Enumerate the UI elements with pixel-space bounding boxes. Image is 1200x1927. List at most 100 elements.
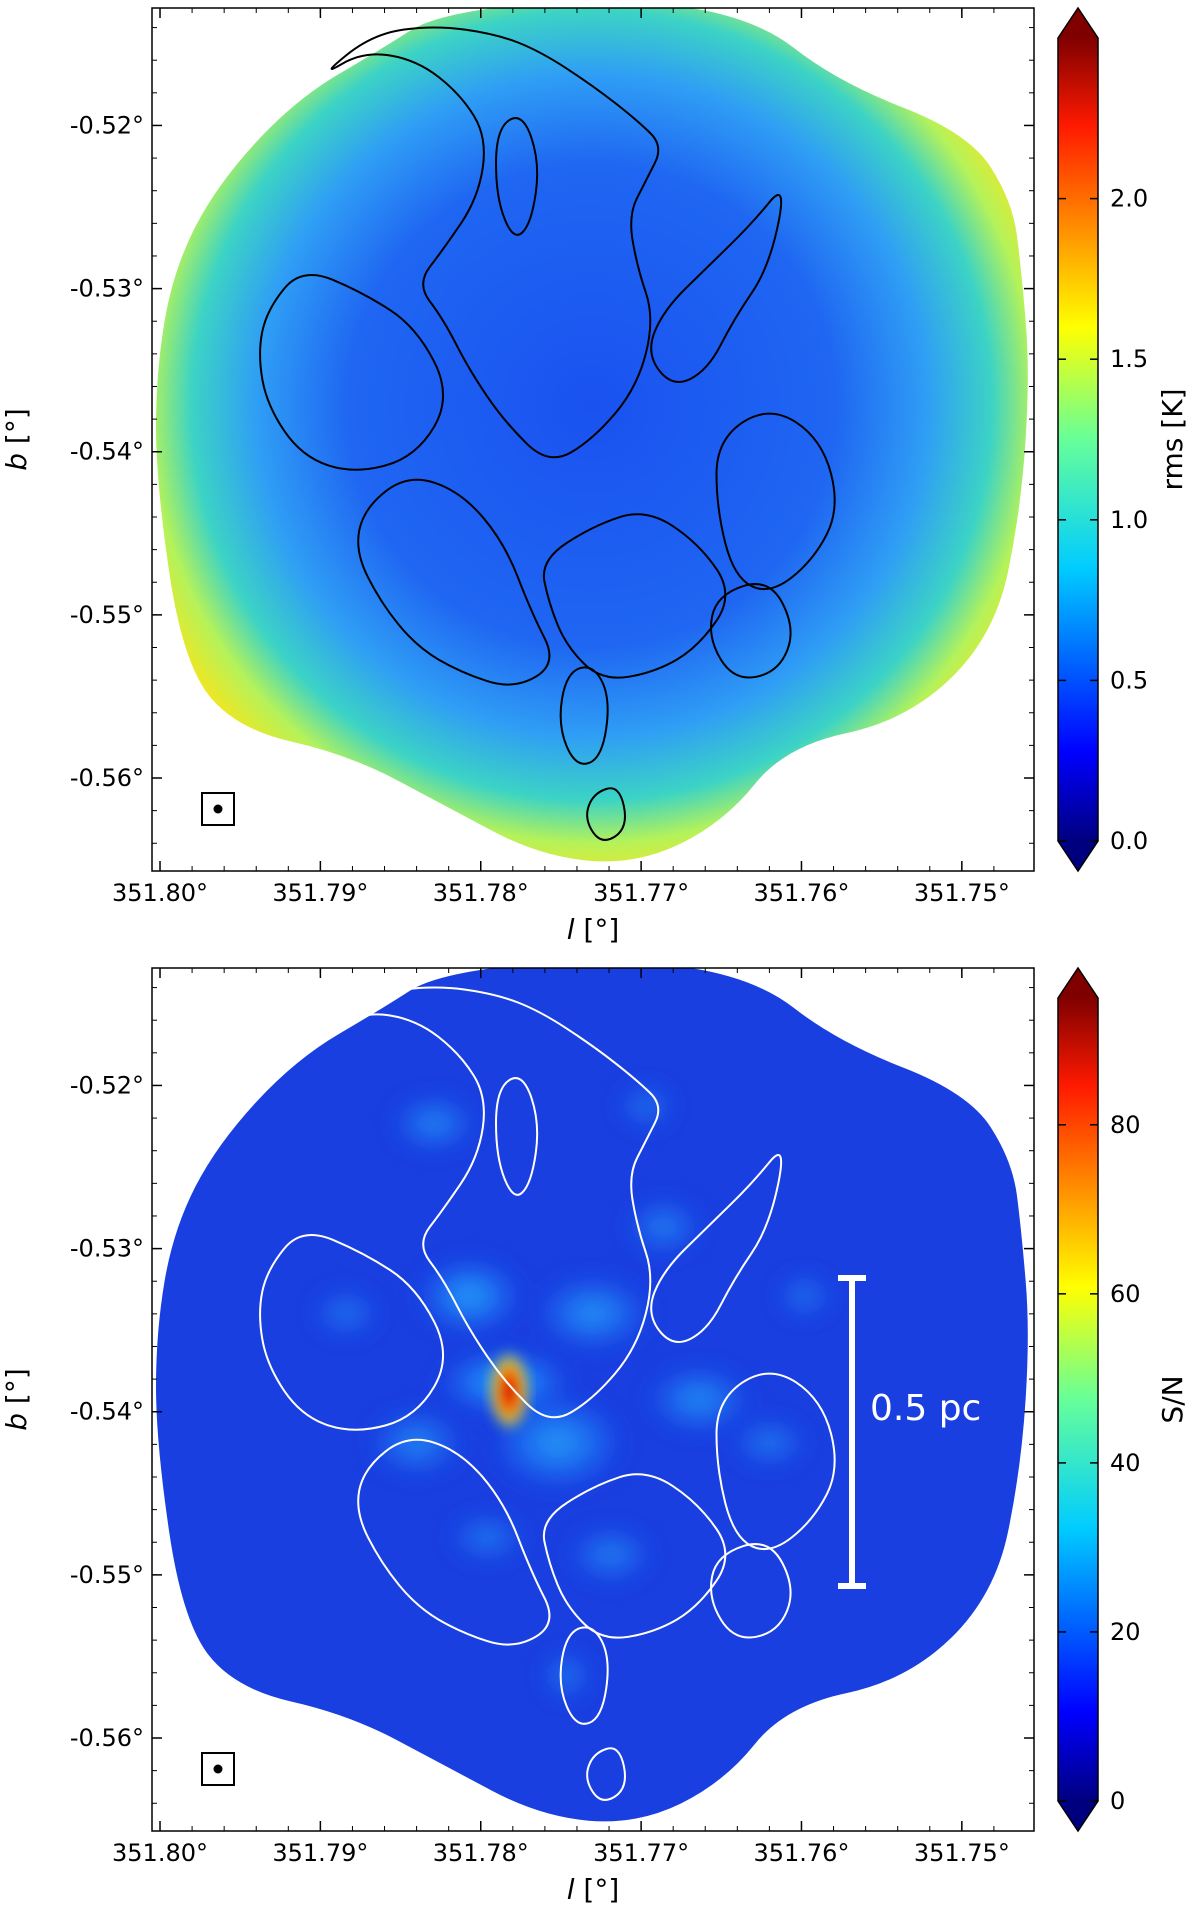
top-contours bbox=[259, 26, 836, 841]
bottom-colorbar bbox=[1058, 998, 1098, 1801]
y-tick-label: -0.52° bbox=[70, 1071, 144, 1099]
colorbar-tick-label: 2.0 bbox=[1110, 185, 1148, 213]
y-axis-unit: [°] bbox=[0, 1368, 33, 1413]
y-axis-label: b [°] bbox=[0, 408, 33, 471]
contour bbox=[559, 1626, 609, 1725]
y-tick-label: -0.52° bbox=[70, 111, 144, 139]
emission-knot bbox=[565, 1524, 656, 1585]
x-tick-label: 351.75° bbox=[914, 879, 1010, 907]
emission-knot bbox=[447, 1511, 528, 1564]
contour bbox=[650, 1154, 783, 1343]
x-tick-label: 351.76° bbox=[753, 879, 849, 907]
bottom-frame bbox=[151, 967, 1035, 1832]
colorbar-label: rms [K] bbox=[1156, 389, 1189, 491]
contour bbox=[330, 26, 660, 459]
colorbar-tick-label: 0.5 bbox=[1110, 666, 1148, 694]
colorbar-label: S/N bbox=[1156, 1375, 1189, 1423]
contour bbox=[710, 1543, 792, 1639]
emission-knot bbox=[389, 1093, 480, 1154]
top-colorbar bbox=[1058, 38, 1098, 841]
y-axis-variable: b bbox=[0, 1413, 33, 1431]
colorbar-extend-top bbox=[1058, 968, 1098, 998]
emission-knot bbox=[533, 1273, 653, 1354]
x-tick-label: 351.79° bbox=[272, 1839, 368, 1867]
x-tick-label: 351.80° bbox=[112, 1839, 208, 1867]
colorbar-tick-label: 1.5 bbox=[1110, 345, 1148, 373]
colorbar-tick-label: 60 bbox=[1110, 1280, 1141, 1308]
rms-footprint bbox=[156, 8, 1028, 862]
y-tick-label: -0.53° bbox=[70, 1235, 144, 1263]
x-axis-variable: l bbox=[567, 913, 575, 946]
y-axis-label: b [°] bbox=[0, 1368, 33, 1431]
colorbar-extend-top bbox=[1058, 8, 1098, 38]
colorbar-tick-label: 80 bbox=[1110, 1111, 1141, 1139]
x-tick-label: 351.78° bbox=[433, 1839, 529, 1867]
x-axis-unit: [°] bbox=[575, 913, 620, 946]
y-tick-label: -0.55° bbox=[70, 601, 144, 629]
emission-knot bbox=[310, 1287, 383, 1340]
peak-emission bbox=[487, 1348, 532, 1433]
beam-dot bbox=[213, 1764, 223, 1774]
top-panel: 351.80° 351.79° 351.78° 351.77° 351.76° 351.7… bbox=[0, 6, 1189, 946]
emission-knot bbox=[623, 1196, 704, 1257]
x-tick-label: 351.77° bbox=[593, 1839, 689, 1867]
contour bbox=[542, 1473, 727, 1639]
emission-knot bbox=[615, 1082, 676, 1131]
contour bbox=[586, 787, 626, 841]
x-tick-label: 351.75° bbox=[914, 1839, 1010, 1867]
contour bbox=[559, 666, 609, 765]
x-tick-label: 351.78° bbox=[433, 879, 529, 907]
contour bbox=[259, 273, 444, 471]
contour bbox=[259, 1233, 444, 1431]
colorbar-tick-label: 20 bbox=[1110, 1618, 1141, 1646]
top-map bbox=[156, 8, 1028, 862]
y-axis-unit: [°] bbox=[0, 408, 33, 453]
beam-dot bbox=[213, 804, 223, 814]
x-tick-label: 351.79° bbox=[272, 879, 368, 907]
x-tick-label: 351.77° bbox=[593, 879, 689, 907]
contour bbox=[710, 583, 792, 679]
colorbar-tick-label: 1.0 bbox=[1110, 506, 1148, 534]
contour bbox=[330, 986, 660, 1419]
emission-knot bbox=[643, 1363, 754, 1436]
colorbar-tick-label: 40 bbox=[1110, 1449, 1141, 1477]
contour bbox=[357, 478, 551, 686]
contour bbox=[494, 117, 539, 236]
bottom-panel: 351.80° 351.79° 351.78° 351.77° 351.76° 351.7… bbox=[0, 966, 1189, 1906]
emission-knot bbox=[366, 1406, 467, 1479]
x-tick-label: 351.80° bbox=[112, 879, 208, 907]
scale-bar-label: 0.5 pc bbox=[870, 1388, 981, 1429]
emission-knot bbox=[414, 1255, 525, 1336]
y-tick-label: -0.54° bbox=[70, 1398, 144, 1426]
y-tick-label: -0.53° bbox=[70, 275, 144, 303]
x-tick-label: 351.76° bbox=[753, 1839, 849, 1867]
x-axis-label: l [°] bbox=[567, 913, 620, 946]
contour bbox=[715, 412, 836, 591]
colorbar-tick-label: 0.0 bbox=[1110, 827, 1148, 855]
colorbar-extend-bottom bbox=[1058, 1801, 1098, 1831]
x-axis-variable: l bbox=[567, 1873, 575, 1906]
colorbar-extend-bottom bbox=[1058, 841, 1098, 871]
beam-box bbox=[201, 1752, 235, 1786]
contour bbox=[542, 513, 727, 679]
y-tick-label: -0.56° bbox=[70, 1724, 144, 1752]
y-tick-label: -0.56° bbox=[70, 764, 144, 792]
emission-knot bbox=[729, 1416, 810, 1469]
contour bbox=[715, 1372, 836, 1551]
y-axis-variable: b bbox=[0, 453, 33, 471]
top-frame bbox=[151, 7, 1035, 872]
bottom-contours bbox=[259, 986, 836, 1801]
emission-knot bbox=[540, 1649, 593, 1702]
colorbar-tick-label: 0 bbox=[1110, 1787, 1125, 1815]
x-axis-unit: [°] bbox=[575, 1873, 620, 1906]
sn-footprint bbox=[156, 968, 1028, 1822]
contour bbox=[586, 1747, 626, 1801]
y-tick-label: -0.55° bbox=[70, 1561, 144, 1589]
y-tick-label: -0.54° bbox=[70, 438, 144, 466]
contour bbox=[494, 1077, 539, 1196]
contour bbox=[357, 1438, 551, 1646]
bottom-map bbox=[156, 968, 1028, 1822]
beam-box bbox=[201, 792, 235, 826]
emission-knot bbox=[774, 1271, 835, 1320]
